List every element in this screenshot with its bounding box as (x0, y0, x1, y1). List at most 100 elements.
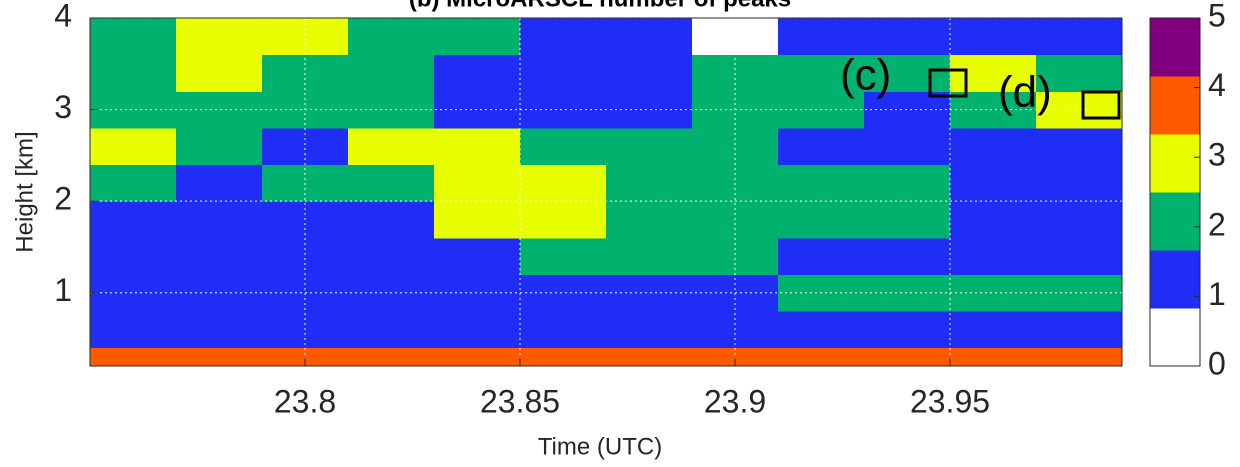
colorbar-frame (1149, 17, 1201, 367)
heat-cell (1036, 164, 1123, 202)
heat-cell (950, 347, 1037, 367)
heat-cell (434, 18, 521, 56)
heat-cell (520, 311, 607, 349)
heat-cell (90, 311, 177, 349)
annotation-box (928, 68, 968, 98)
heat-cell (864, 347, 951, 367)
x-tick-label: 23.85 (480, 383, 560, 419)
heat-cell (606, 164, 693, 202)
heat-cell (520, 54, 607, 92)
heat-cell (434, 237, 521, 275)
heat-cell (606, 127, 693, 166)
heat-cell (434, 347, 521, 367)
colorbar-swatch (1150, 308, 1200, 367)
heat-cell (778, 127, 865, 166)
x-tick-label: 23.95 (910, 383, 990, 419)
heat-cell (778, 54, 865, 92)
heat-cell (864, 311, 951, 349)
heat-cell (520, 347, 607, 367)
heat-cell (864, 201, 951, 239)
colorbar-swatch (1150, 76, 1200, 135)
heat-cell (348, 311, 435, 349)
heat-cell (90, 54, 177, 92)
heat-cell (348, 237, 435, 275)
heat-cell (90, 164, 177, 202)
heat-cell (1036, 201, 1123, 239)
heat-cell (1036, 237, 1123, 275)
heat-cell (520, 91, 607, 129)
y-tick-label: 2 (54, 181, 72, 217)
heat-cell (778, 311, 865, 349)
heat-cell (90, 201, 177, 239)
colorbar-tick-label: 3 (1208, 137, 1226, 173)
heat-cell (520, 201, 607, 239)
x-tick-label: 23.8 (274, 383, 336, 419)
heat-cell (90, 127, 177, 166)
colorbar-swatch (1150, 250, 1200, 309)
heat-cell (176, 237, 263, 275)
heat-cell (176, 274, 263, 312)
heat-cell (90, 274, 177, 312)
heat-cell (606, 311, 693, 349)
heat-cell (176, 18, 263, 56)
heat-cell (778, 201, 865, 239)
y-tick-label: 4 (54, 0, 72, 33)
heat-cell (434, 54, 521, 92)
annotation: (c) (840, 51, 891, 100)
heat-cell (864, 54, 951, 92)
heat-cell (1036, 127, 1123, 166)
heat-cell (606, 18, 693, 56)
heat-cell (434, 164, 521, 202)
heat-cell (348, 127, 435, 166)
colorbar-tick-label: 5 (1208, 0, 1226, 33)
heat-cell (176, 91, 263, 129)
heat-cell (348, 201, 435, 239)
heat-cell (606, 91, 693, 129)
heat-cell (348, 18, 435, 56)
y-axis-label: Height [km] (11, 131, 38, 252)
heat-cell (1036, 18, 1123, 56)
heat-cell (950, 274, 1037, 312)
heat-cell (90, 347, 177, 367)
heat-cell (176, 201, 263, 239)
heat-cell (778, 347, 865, 367)
heat-cell (348, 164, 435, 202)
heat-cell (520, 18, 607, 56)
heat-cell (778, 237, 865, 275)
heat-cell (950, 54, 1037, 92)
heat-cell (778, 164, 865, 202)
heat-cell (606, 274, 693, 312)
colorbar-tick-label: 1 (1208, 276, 1226, 312)
colorbar-swatch (1150, 192, 1200, 251)
annotation: (d) (998, 68, 1052, 117)
y-tick-label: 1 (54, 272, 72, 308)
heat-cell (1036, 54, 1123, 92)
colorbar-swatch (1150, 18, 1200, 77)
heat-cell (434, 127, 521, 166)
colorbar-swatch (1150, 134, 1200, 193)
heat-cell (950, 237, 1037, 275)
heat-cell (950, 164, 1037, 202)
heat-cell (606, 237, 693, 275)
colorbar-tick-label: 2 (1208, 206, 1226, 242)
heat-cell (176, 164, 263, 202)
heat-cell (950, 201, 1037, 239)
x-tick-label: 23.9 (704, 383, 766, 419)
heat-cell (606, 347, 693, 367)
heat-cell (950, 311, 1037, 349)
heat-cell (606, 201, 693, 239)
heat-cell (606, 54, 693, 92)
annotation-box (1081, 90, 1121, 120)
heat-cell (520, 274, 607, 312)
heat-cell (262, 347, 349, 367)
heat-cell (176, 311, 263, 349)
heat-cell (90, 91, 177, 129)
heat-cell (1036, 347, 1123, 367)
heat-cell (520, 127, 607, 166)
heat-cell (864, 237, 951, 275)
heat-cell (176, 127, 263, 166)
chart-title: (b) MicroARSCL number of peaks (409, 0, 791, 12)
heat-cell (864, 164, 951, 202)
colorbar-tick-label: 4 (1208, 67, 1226, 103)
